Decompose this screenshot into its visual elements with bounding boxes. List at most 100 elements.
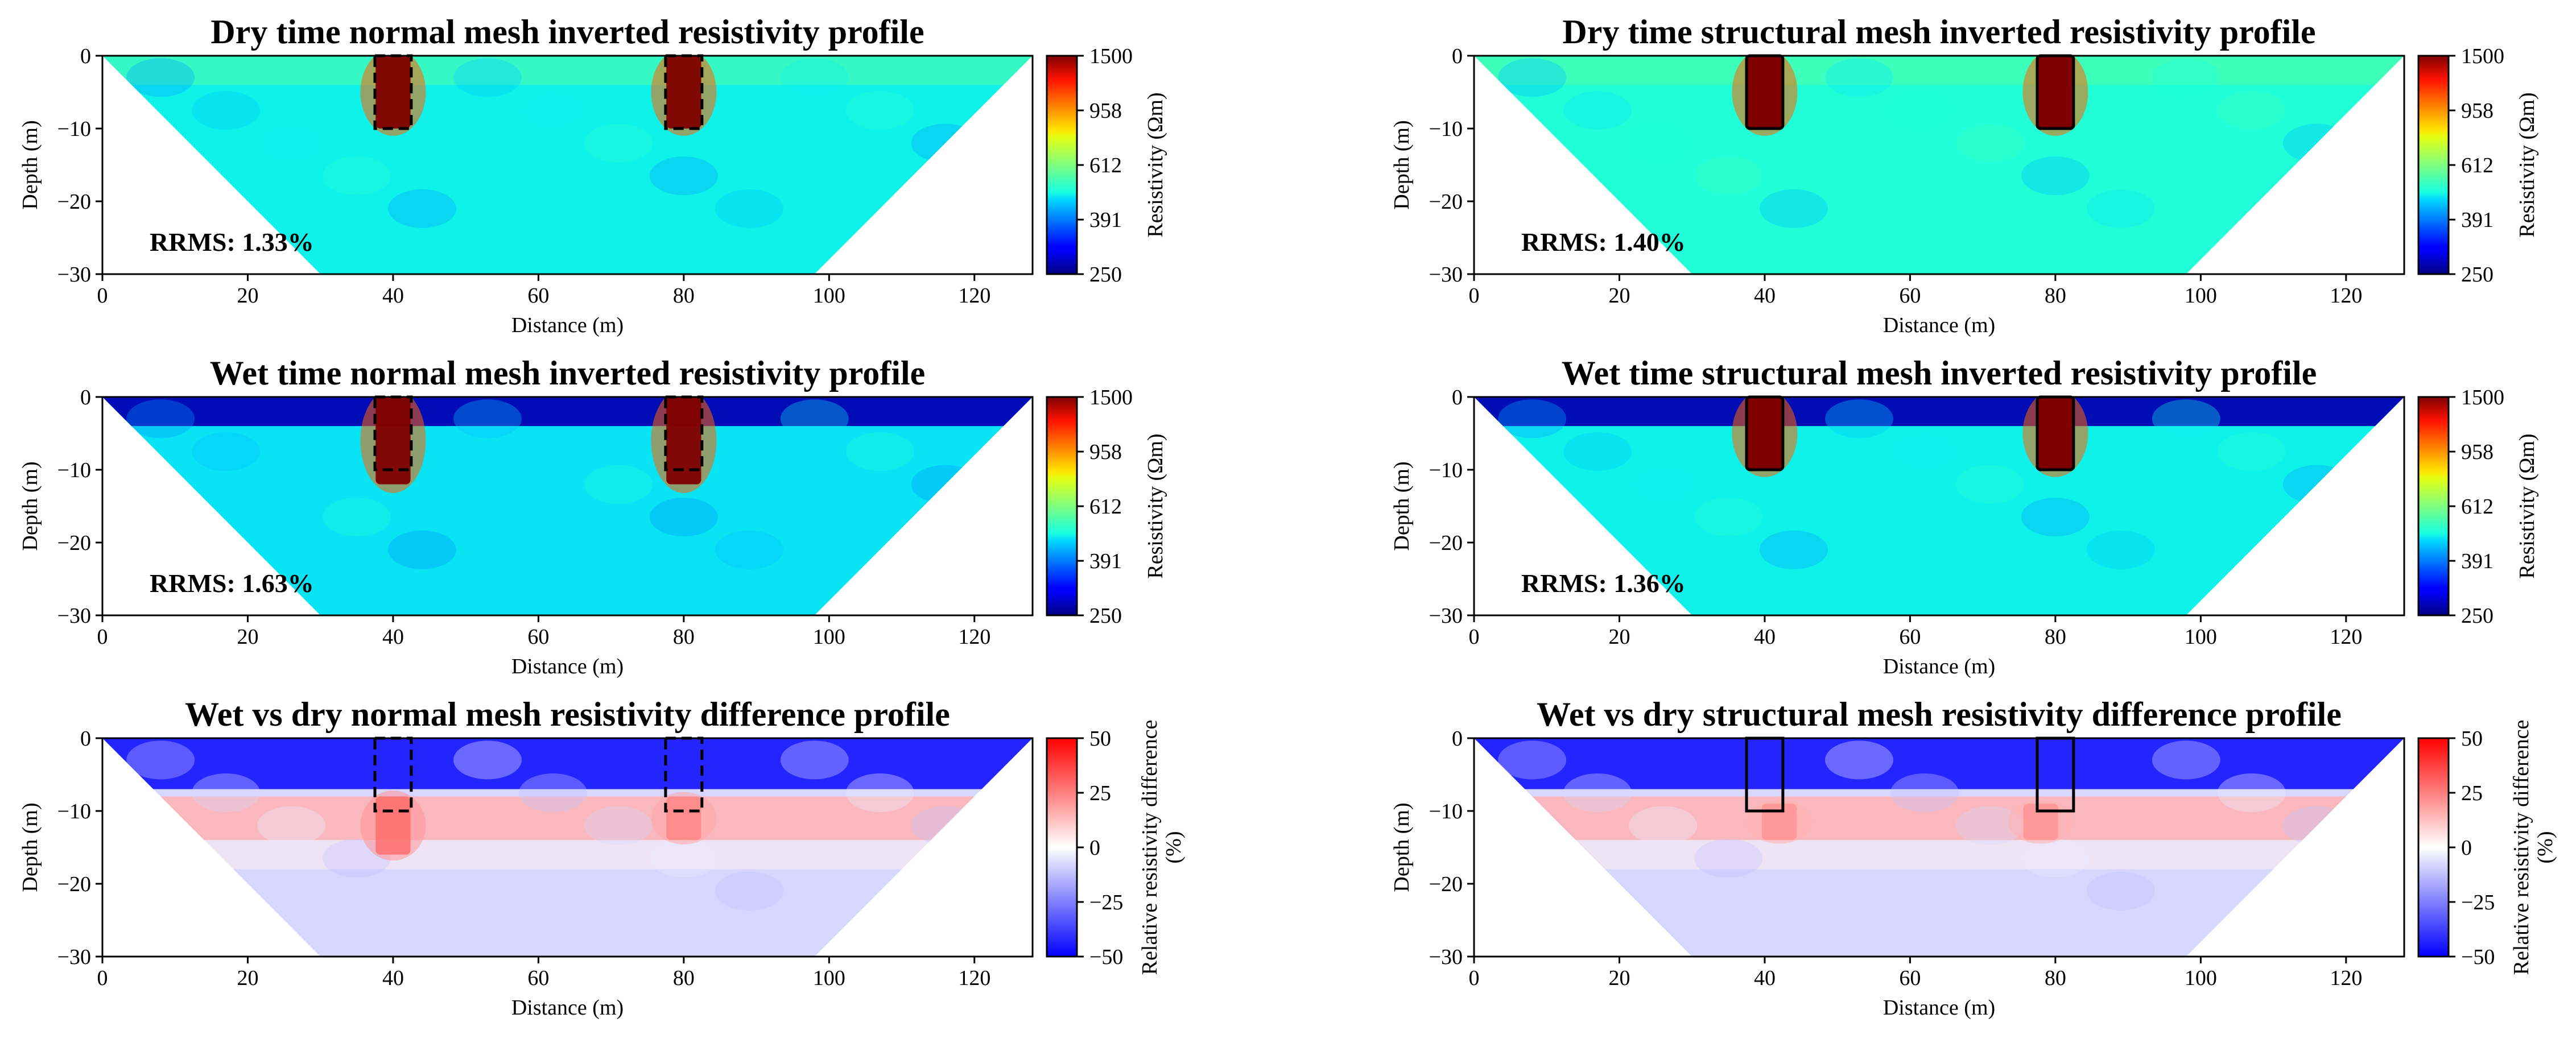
y-tick-label: −30 [1429,945,1463,969]
field-blob [257,123,326,163]
field-blob [845,432,914,471]
y-tick-label: −10 [1429,117,1463,141]
y-tick-label: −30 [57,945,91,969]
field-blob [192,91,261,130]
colorbar-tick-label: 250 [2461,604,2494,628]
colorbar-tick-label: 391 [1089,208,1122,232]
x-tick-label: 100 [2185,625,2217,649]
y-tick-label: 0 [1452,386,1463,409]
x-tick-label: 60 [527,625,549,649]
anomaly-1 [375,796,411,855]
x-tick-label: 20 [237,284,258,308]
x-axis-label: Distance (m) [511,996,624,1020]
field-blob [2021,156,2090,196]
colorbar-tick-label: 250 [1089,604,1122,628]
anomaly-1 [375,397,411,485]
colorbar-label-line-2: (%) [1162,831,1186,864]
x-tick-label: 120 [2330,625,2362,649]
x-tick-label: 120 [2330,966,2362,990]
field-blob [1760,871,1828,910]
y-axis-label: Depth (m) [1390,802,1414,892]
anomaly-2 [666,397,701,485]
y-tick-label: −20 [1429,190,1463,214]
y-tick-label: −10 [1429,458,1463,482]
colorbar-gradient [2417,396,2450,616]
colorbar-tick-label: 1500 [1089,44,1133,68]
colorbar-label-line-1: Relative resistivity difference [2509,720,2533,975]
resistivity-field [102,56,1033,274]
field-blob [1694,839,1763,878]
y-tick-label: −10 [57,117,91,141]
field-blob [192,432,261,471]
x-tick-label: 100 [813,284,845,308]
resistivity-field [102,397,1033,615]
field-blob [1955,123,2024,163]
colorbar-label: Resistivity (Ωm) [1143,92,1167,237]
colorbar-tick-label: −25 [1089,891,1123,914]
x-tick-label: 100 [813,625,845,649]
field-blob [845,773,914,812]
field-blob [911,806,980,845]
field-blob [518,91,587,130]
field-blob [388,189,457,228]
panel-title: Dry time structural mesh inverted resist… [1562,13,2315,51]
y-tick-label: −20 [1429,872,1463,896]
anomaly-2 [666,56,701,129]
colorbar-label-line-2: (%) [2533,831,2557,864]
x-axis-label: Distance (m) [1883,655,1995,678]
anomaly-2 [2023,804,2058,841]
field-blob [1498,58,1567,97]
y-tick-label: −10 [1429,800,1463,823]
field-blob [2152,740,2220,780]
panel-title: Wet vs dry normal mesh resistivity diffe… [185,696,950,733]
transition-band [1474,840,2404,870]
x-tick-label: 40 [1754,966,1776,990]
field-blob [1824,740,1893,780]
middle-band [102,796,1033,841]
x-tick-label: 20 [237,625,258,649]
colorbar-tick-label: −25 [2461,891,2495,914]
near-surface-layer [102,56,1033,85]
x-tick-label: 40 [382,625,404,649]
colorbar-label: Resistivity (Ωm) [1143,433,1167,578]
field-blob [845,91,914,130]
field-blob [126,399,195,438]
y-tick-label: 0 [80,386,91,409]
field-blob [584,465,653,504]
colorbar-tick-label: 958 [1089,440,1122,464]
field-blob [2217,91,2286,130]
colorbar: 250 391 612 958 1500 Resistivity (Ωm) [1046,386,1167,628]
x-tick-label: 60 [1899,625,1921,649]
y-axis-label: Depth (m) [1390,120,1414,209]
field-blob [2282,806,2351,845]
structure-box-1 [1745,395,1785,471]
field-blob [2348,839,2404,878]
panel-title: Wet vs dry structural mesh resistivity d… [1537,696,2342,733]
x-tick-label: 0 [97,625,108,649]
field-blob [1629,806,1698,845]
field-blob [388,871,457,910]
field-blob [126,740,195,780]
field-blob [976,156,1033,196]
colorbar: 250 391 612 958 1500 Resistivity (Ωm) [1046,44,1167,287]
x-tick-label: 0 [1469,625,1480,649]
y-axis-label: Depth (m) [18,461,42,551]
colorbar-tick-label: 391 [2461,549,2494,573]
x-tick-label: 80 [673,625,695,649]
colorbar-tick-label: 391 [2461,208,2494,232]
anomaly-1 [1761,804,1797,841]
x-tick-label: 60 [527,966,549,990]
field-blob [1498,399,1567,438]
x-tick-label: 40 [382,284,404,308]
field-blob [1694,156,1763,196]
field-blob [780,399,849,438]
x-tick-label: 60 [1899,966,1921,990]
y-tick-label: −10 [57,458,91,482]
field-blob [2152,58,2220,97]
field-blob [1890,91,1959,130]
field-blob [649,498,718,537]
anomaly-2 [666,796,701,841]
y-tick-label: −30 [1429,604,1463,628]
colorbar: 250 391 612 958 1500 Resistivity (Ωm) [2417,44,2539,287]
